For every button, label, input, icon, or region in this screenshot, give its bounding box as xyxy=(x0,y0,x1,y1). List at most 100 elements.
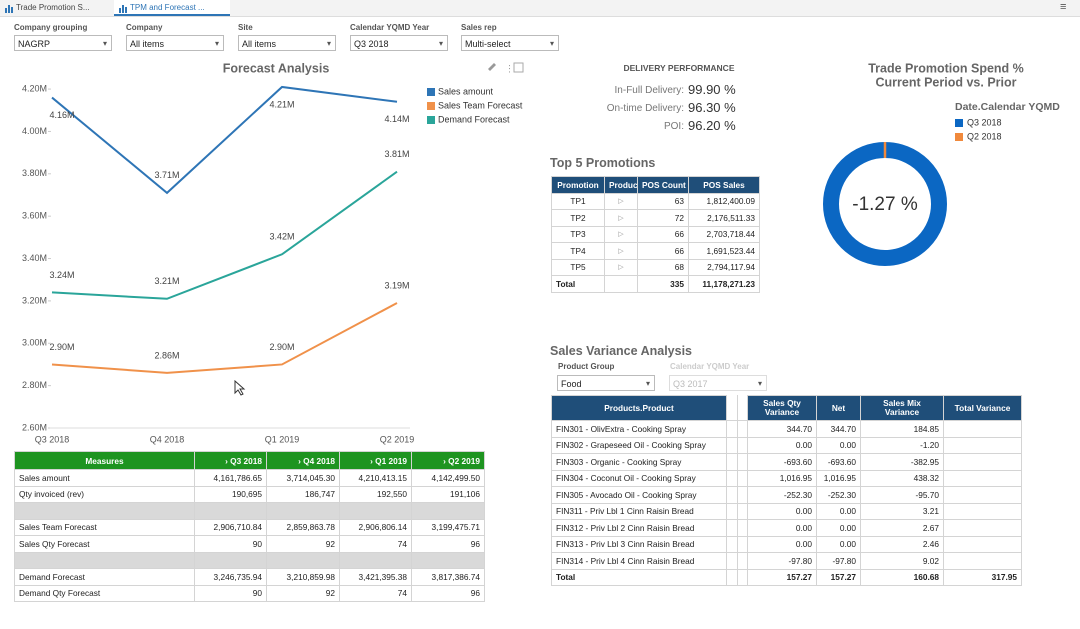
legend-label: Demand Forecast xyxy=(438,114,510,124)
column-header: Sales Qty Variance xyxy=(747,395,817,421)
x-tick-label: Q2 2019 xyxy=(380,434,415,444)
table-row: FIN304 - Coconut Oil - Cooking Spray 1,01… xyxy=(551,469,1022,487)
table-cell: -252.30 xyxy=(816,486,861,504)
donut-title: Trade Promotion Spend % xyxy=(868,61,1024,75)
filter-dropdown[interactable]: Q3 2018 xyxy=(350,35,448,52)
series-line xyxy=(51,302,398,374)
x-tick-label: Q1 2019 xyxy=(265,434,300,444)
table-cell: 92 xyxy=(266,535,340,553)
tab[interactable]: TPM and Forecast ... xyxy=(114,0,230,16)
expand-icon[interactable]: ▷ xyxy=(604,209,638,227)
separator-cell xyxy=(14,502,195,520)
separator-cell xyxy=(339,551,412,569)
tab-icon xyxy=(5,5,13,13)
table-cell xyxy=(943,552,1022,570)
table-row: FIN305 - Avocado Oil - Cooking Spray -252… xyxy=(551,486,1022,504)
table-cell: 1,691,523.44 xyxy=(688,242,760,260)
legend-title: Date.Calendar YQMD xyxy=(955,101,1060,113)
gap-cell xyxy=(737,552,748,570)
table-cell: 2,859,863.78 xyxy=(266,518,340,536)
table-cell: 2,906,806.14 xyxy=(339,518,412,536)
filter-dropdown[interactable]: NAGRP xyxy=(14,35,112,52)
table-cell: 0.00 xyxy=(816,502,861,520)
table-row: FIN311 - Priv Lbl 1 Cinn Raisin Bread 0.0… xyxy=(551,502,1022,520)
gap-cell xyxy=(737,486,748,504)
kpi-label: On-time Delivery: xyxy=(606,103,684,114)
table-cell: 317.95 xyxy=(943,568,1022,586)
data-label: 3.19M xyxy=(384,280,409,290)
total-row: Total 335 11,178,271.23 xyxy=(551,275,760,293)
filter-dropdown[interactable]: All items xyxy=(238,35,336,52)
gap-cell xyxy=(737,395,748,421)
y-tick-label: 2.80M xyxy=(22,380,47,390)
column-header: Sales Mix Variance xyxy=(860,395,944,421)
y-tick-label: 2.60M xyxy=(22,422,47,432)
expand-icon[interactable]: ▷ xyxy=(604,258,638,276)
table-cell: 2.67 xyxy=(860,519,944,537)
column-header: Promotion xyxy=(551,176,605,194)
gap-cell xyxy=(737,436,748,454)
table-row: FIN301 - OlivExtra - Cooking Spray 344.70… xyxy=(551,420,1022,438)
table-cell: FIN314 - Priv Lbl 4 Cinn Raisin Bread xyxy=(551,552,727,570)
table-cell: 3,421,395.38 xyxy=(339,568,412,586)
separator-cell xyxy=(411,551,485,569)
table-cell: 0.00 xyxy=(747,535,817,553)
legend-label: Q2 2018 xyxy=(967,131,1002,141)
menu-icon[interactable]: ≡ xyxy=(1060,1,1067,13)
filter-dropdown[interactable]: Multi-select xyxy=(461,35,559,52)
table-row: FIN312 - Priv Lbl 2 Cinn Raisin Bread 0.0… xyxy=(551,519,1022,537)
expand-icon[interactable]: ▷ xyxy=(604,192,638,210)
table-cell: 190,695 xyxy=(194,485,267,503)
gap-cell xyxy=(737,420,748,438)
table-cell: 66 xyxy=(637,225,689,243)
table-cell: TP4 xyxy=(551,242,605,260)
gap-cell xyxy=(737,469,748,487)
x-tick-label: Q3 2018 xyxy=(35,434,70,444)
table-row: Sales Team Forecast 2,906,710.84 2,859,863… xyxy=(14,518,485,536)
column-header: Net xyxy=(816,395,861,421)
table-cell: 2,794,117.94 xyxy=(688,258,760,276)
column-header: Q1 2019 xyxy=(339,451,412,470)
tab-icon xyxy=(119,5,127,13)
data-label: 2.86M xyxy=(154,350,179,360)
series-line xyxy=(51,170,398,300)
expand-icon[interactable]: ▷ xyxy=(604,242,638,260)
filter-dropdown: Q3 2017 xyxy=(669,375,767,392)
table-cell: 335 xyxy=(637,275,689,293)
table-cell: 3,210,859.98 xyxy=(266,568,340,586)
promotions-table: Promotion Product POS Count POS Sales TP1 ▷ 63… xyxy=(551,176,760,293)
filter-label: Company xyxy=(126,23,163,32)
column-header: Q4 2018 xyxy=(266,451,340,470)
table-cell: 3,246,735.94 xyxy=(194,568,267,586)
filter-dropdown[interactable]: Food xyxy=(557,375,655,392)
table-cell: -693.60 xyxy=(747,453,817,471)
legend-swatch xyxy=(427,116,435,124)
table-cell: Total xyxy=(551,275,605,293)
table-row: Qty invoiced (rev) 190,695 186,747 192,550 1… xyxy=(14,485,485,503)
section-title: Sales Variance Analysis xyxy=(550,344,692,358)
gap-cell xyxy=(726,469,738,487)
table-cell: FIN313 - Priv Lbl 3 Cinn Raisin Bread xyxy=(551,535,727,553)
table-cell: 344.70 xyxy=(747,420,817,438)
table-row: TP2 ▷ 72 2,176,511.33 xyxy=(551,209,760,227)
expand-icon[interactable]: ▷ xyxy=(604,225,638,243)
table-cell: TP5 xyxy=(551,258,605,276)
table-cell: FIN311 - Priv Lbl 1 Cinn Raisin Bread xyxy=(551,502,727,520)
filter-dropdown[interactable]: All items xyxy=(126,35,224,52)
tab[interactable]: Trade Promotion S... xyxy=(16,3,90,12)
table-cell: 2,906,710.84 xyxy=(194,518,267,536)
legend-label: Q3 2018 xyxy=(967,117,1002,127)
table-cell: -95.70 xyxy=(860,486,944,504)
table-cell: 160.68 xyxy=(860,568,944,586)
table-row: TP3 ▷ 66 2,703,718.44 xyxy=(551,225,760,243)
table-cell: 0.00 xyxy=(816,535,861,553)
separator-cell xyxy=(194,502,267,520)
gap-cell xyxy=(726,453,738,471)
chart-tools: ⋮ xyxy=(488,62,524,73)
data-label: 4.16M xyxy=(49,110,74,120)
table-cell xyxy=(943,535,1022,553)
data-label: 2.90M xyxy=(49,342,74,352)
filter-label: Calendar YQMD Year xyxy=(350,23,430,32)
